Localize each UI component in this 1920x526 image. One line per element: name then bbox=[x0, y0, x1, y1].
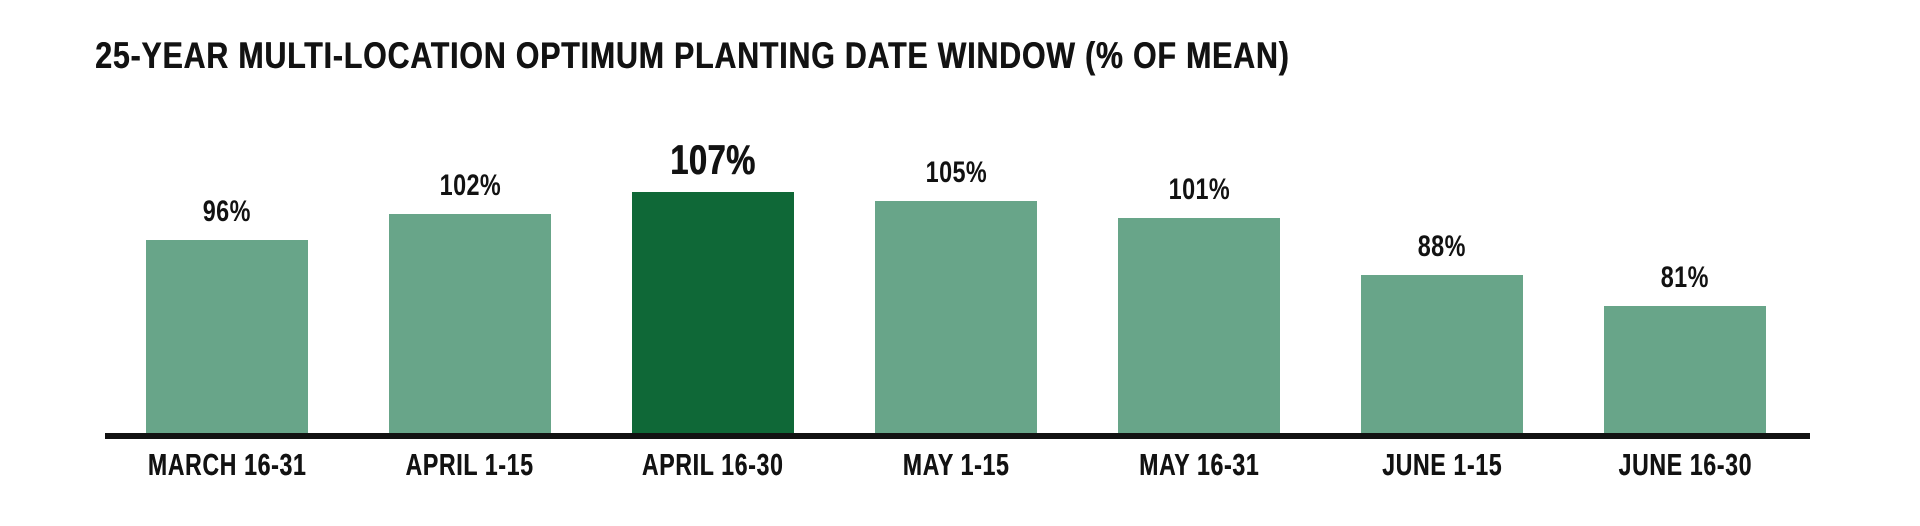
bar-value-text: 101% bbox=[1168, 173, 1230, 206]
bar-column-april-1-15: 102% bbox=[389, 0, 551, 433]
x-axis-label-text: APRIL 16-30 bbox=[642, 447, 784, 482]
chart-title: 25-YEAR MULTI-LOCATION OPTIMUM PLANTING … bbox=[95, 35, 1552, 77]
x-axis-label-june-16-30: JUNE 16-30 bbox=[1564, 447, 1806, 482]
bar-value-label-highlighted: 107% bbox=[658, 139, 767, 181]
x-axis-label-may-16-31: MAY 16-31 bbox=[1078, 447, 1320, 482]
bar-column-june-1-15: 88% bbox=[1361, 0, 1523, 433]
chart-title-text: 25-YEAR MULTI-LOCATION OPTIMUM PLANTING … bbox=[95, 35, 1290, 76]
bar-value-label: 105% bbox=[917, 158, 996, 188]
bar-june-1-15 bbox=[1361, 275, 1523, 433]
x-axis-line bbox=[105, 433, 1810, 439]
x-axis-label-text: MAY 16-31 bbox=[1138, 447, 1260, 482]
bar-value-text: 102% bbox=[439, 169, 501, 202]
bar-value-label: 88% bbox=[1411, 232, 1473, 262]
bar-column-april-16-30: 107% bbox=[632, 0, 794, 433]
bar-value-label: 96% bbox=[196, 197, 258, 227]
bar-march-16-31 bbox=[146, 240, 308, 433]
bar-column-june-16-30: 81% bbox=[1604, 0, 1766, 433]
bar-column-march-16-31: 96% bbox=[146, 0, 308, 433]
x-axis-label-may-1-15: MAY 1-15 bbox=[835, 447, 1077, 482]
bar-may-1-15 bbox=[875, 201, 1037, 433]
x-axis-label-april-16-30: APRIL 16-30 bbox=[592, 447, 834, 482]
bar-value-label: 101% bbox=[1160, 175, 1239, 205]
x-axis-label-march-16-31: MARCH 16-31 bbox=[106, 447, 348, 482]
x-axis-label-text: MAY 1-15 bbox=[902, 447, 1010, 482]
x-axis-label-text: APRIL 1-15 bbox=[405, 447, 535, 482]
x-axis-label-june-1-15: JUNE 1-15 bbox=[1321, 447, 1563, 482]
bar-may-16-31 bbox=[1118, 218, 1280, 433]
bar-value-label: 102% bbox=[431, 171, 510, 201]
bar-value-text: 107% bbox=[670, 136, 756, 183]
bar-column-may-16-31: 101% bbox=[1118, 0, 1280, 433]
bar-column-may-1-15: 105% bbox=[875, 0, 1037, 433]
bar-june-16-30 bbox=[1604, 306, 1766, 433]
x-axis-label-april-1-15: APRIL 1-15 bbox=[349, 447, 591, 482]
bar-value-text: 81% bbox=[1660, 261, 1709, 294]
bar-value-text: 88% bbox=[1417, 230, 1466, 263]
bar-april-1-15 bbox=[389, 214, 551, 433]
bar-value-text: 96% bbox=[202, 195, 251, 228]
bar-value-label: 81% bbox=[1654, 263, 1716, 293]
x-axis-label-text: JUNE 1-15 bbox=[1381, 447, 1503, 482]
x-axis-label-text: JUNE 16-30 bbox=[1618, 447, 1752, 482]
x-axis-label-text: MARCH 16-31 bbox=[147, 447, 307, 482]
bar-value-text: 105% bbox=[925, 156, 987, 189]
bar-april-16-30-highlighted bbox=[632, 192, 794, 433]
